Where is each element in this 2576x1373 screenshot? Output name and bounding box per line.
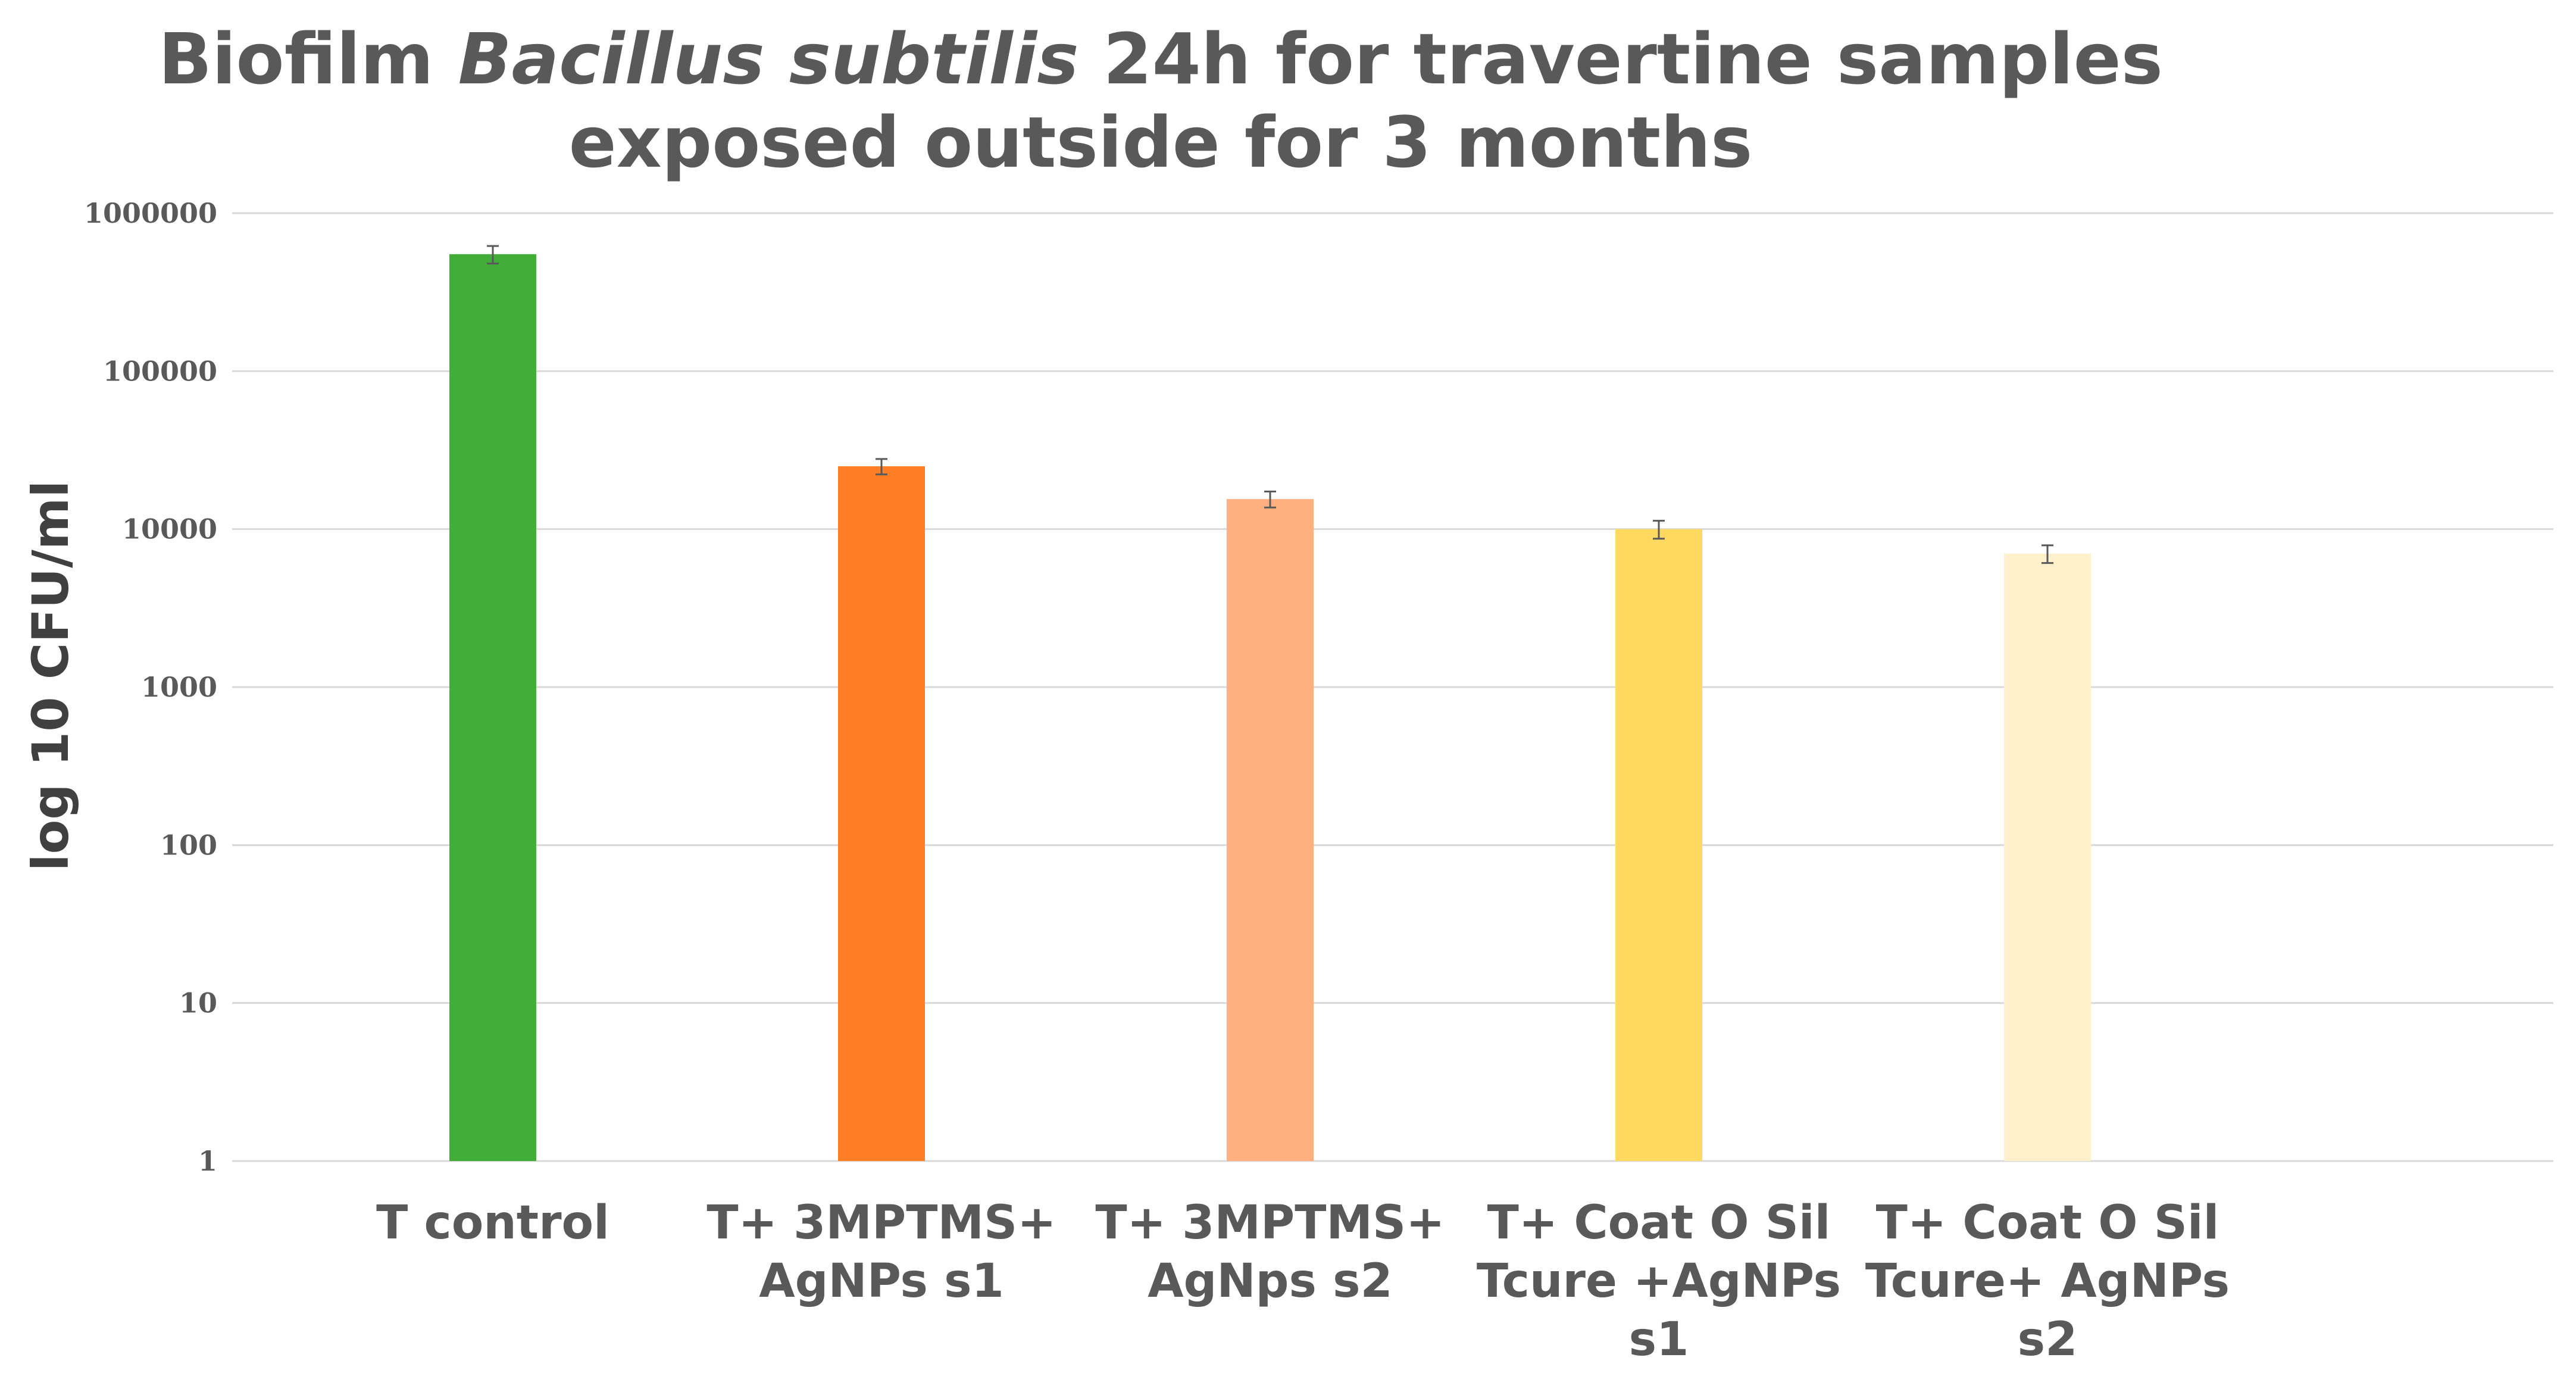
bars <box>449 254 2091 1162</box>
x-category-label: T+ Coat O Sil Tcure+ AgNPs s2 <box>1865 1196 2230 1366</box>
chart-title-line-2: exposed outside for 3 months <box>568 101 1753 183</box>
bar <box>838 466 925 1162</box>
bar <box>1227 499 1314 1162</box>
x-category-label-line: T+ 3MPTMS+ <box>1095 1196 1445 1250</box>
gridlines <box>232 212 2553 1162</box>
y-tick-label: 1 <box>198 1145 217 1177</box>
chart-title-line-1: Biofilm Bacillus subtilis 24h for traver… <box>0 18 2321 100</box>
x-category-label: T control <box>376 1196 609 1250</box>
x-category-label-line: T control <box>376 1196 609 1250</box>
y-tick-label: 10000 <box>122 513 217 545</box>
x-category-label-line: s1 <box>1629 1313 1689 1366</box>
x-category-label-line: Tcure +AgNPs <box>1477 1255 1841 1308</box>
x-category-label-line: T+ Coat O Sil <box>1487 1196 1831 1250</box>
y-tick-label: 100 <box>160 829 217 861</box>
bar <box>1615 529 1702 1161</box>
x-category-label-line: Tcure+ AgNPs <box>1865 1255 2230 1308</box>
y-tick-label: 1000000 <box>84 197 217 229</box>
x-category-label-line: T+ 3MPTMS+ <box>706 1196 1056 1250</box>
y-tick-label: 100000 <box>103 355 217 387</box>
bar <box>2004 553 2091 1161</box>
y-tick-label: 1000 <box>141 671 217 703</box>
bar <box>449 254 536 1162</box>
title-part-3: 24h for travertine samples <box>1078 18 2163 100</box>
x-category-label: T+ 3MPTMS+ AgNPs s1 <box>706 1196 1056 1308</box>
title-part-1: Biofilm <box>158 18 458 100</box>
x-category-labels: T control T+ 3MPTMS+ AgNPs s1T+ 3MPTMS+ AgN… <box>376 1196 2230 1366</box>
y-ticks: 1 10 100 1000 10000 100000 1000000 <box>84 197 217 1177</box>
x-category-label-line: T+ Coat O Sil <box>1876 1196 2219 1250</box>
y-tick-label: 10 <box>179 987 217 1019</box>
x-category-label-line: AgNps s2 <box>1148 1255 1393 1308</box>
x-category-label-line: AgNPs s1 <box>759 1255 1004 1308</box>
title-species: Bacillus subtilis <box>458 18 1079 100</box>
x-category-label: T+ Coat O Sil Tcure +AgNPs s1 <box>1477 1196 1841 1366</box>
error-bars <box>487 245 2053 564</box>
x-category-label-line: s2 <box>2018 1313 2078 1366</box>
x-category-label: T+ 3MPTMS+ AgNps s2 <box>1095 1196 1445 1308</box>
